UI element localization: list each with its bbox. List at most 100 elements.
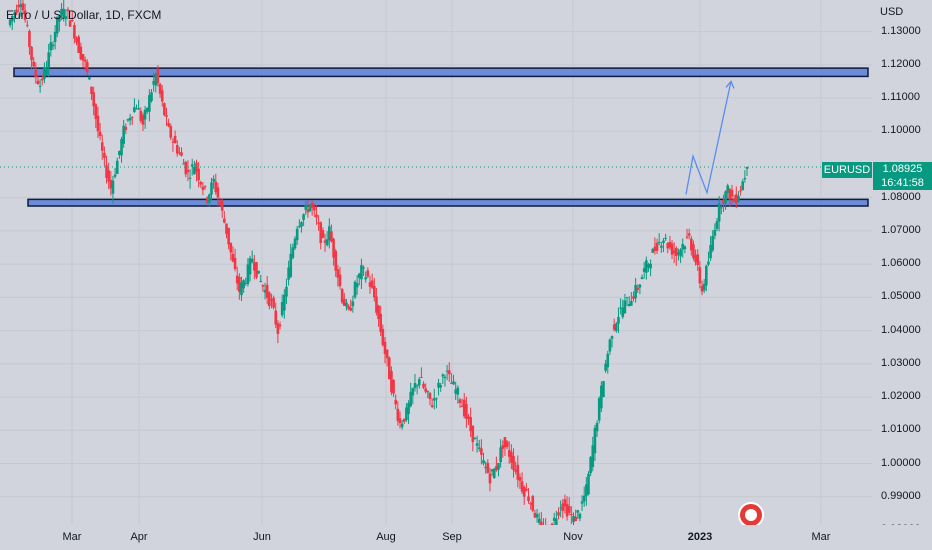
candle-body xyxy=(70,19,74,21)
candle-body xyxy=(450,382,453,384)
candle-body xyxy=(642,268,646,272)
candle-body xyxy=(640,277,644,280)
candle-body xyxy=(287,267,290,280)
candle-body xyxy=(276,323,280,334)
candle-body xyxy=(302,214,305,220)
candle-body xyxy=(503,437,507,448)
candle-body xyxy=(604,363,607,371)
candle-body xyxy=(634,284,637,299)
candle-body xyxy=(66,9,70,12)
candle-body xyxy=(23,10,27,20)
candle-body xyxy=(347,306,350,310)
candle-body xyxy=(572,515,575,523)
candle-body xyxy=(113,174,117,177)
candle-body xyxy=(422,383,425,388)
candle-body xyxy=(428,392,432,400)
candle-body xyxy=(225,223,228,234)
candle-body xyxy=(135,108,138,110)
time-scale[interactable]: Mar Apr Jun Aug Sep Nov 2023 Mar xyxy=(0,525,872,550)
candle-body xyxy=(666,243,670,249)
candle-body xyxy=(107,170,110,182)
candle-body xyxy=(175,145,179,154)
candlestick-chart[interactable] xyxy=(0,0,872,525)
candle-body xyxy=(668,242,672,248)
candle-body xyxy=(53,31,57,42)
candle-body xyxy=(595,422,599,432)
candle-body xyxy=(100,142,104,151)
candle-body xyxy=(212,178,215,182)
candle-body xyxy=(13,12,16,15)
candle-body xyxy=(231,254,235,262)
candle-body xyxy=(456,387,460,395)
candle-body xyxy=(432,398,436,401)
candle-body xyxy=(349,307,353,311)
candle-body xyxy=(574,516,577,522)
candle-body xyxy=(319,222,323,244)
candle-body xyxy=(411,388,415,396)
candle-body xyxy=(321,230,325,238)
price-tick-label: 1.02000 xyxy=(881,390,921,403)
candle-body xyxy=(298,226,301,228)
candle-body xyxy=(280,302,284,316)
candle-body xyxy=(713,229,717,236)
candle-body xyxy=(15,9,18,13)
candle-body xyxy=(259,281,263,283)
price-scale[interactable]: USD 1.13000 1.12000 1.11000 1.10000 1.08000 1… xyxy=(872,0,932,535)
candle-body xyxy=(570,513,573,515)
candle-body xyxy=(709,244,712,259)
candle-body xyxy=(383,341,387,354)
candle-body xyxy=(687,233,691,236)
candle-body xyxy=(229,242,233,253)
candle-body xyxy=(645,260,648,273)
candle-body xyxy=(405,407,408,421)
candle-body xyxy=(728,189,732,200)
candle-body xyxy=(238,276,241,292)
candle-body xyxy=(268,292,271,307)
candle-body xyxy=(28,30,31,48)
candle-body xyxy=(285,286,288,297)
price-tick-label: 1.01000 xyxy=(881,423,921,436)
candle-body xyxy=(141,114,145,125)
candle-body xyxy=(197,168,200,181)
candle-body xyxy=(62,8,65,19)
chart-pane[interactable]: Euro / U.S. Dollar, 1D, FXCM xyxy=(0,0,872,525)
candle-body xyxy=(490,469,494,472)
candle-body xyxy=(30,46,33,61)
candle-body xyxy=(201,186,205,190)
candle-body xyxy=(295,228,299,241)
candle-body xyxy=(190,164,194,167)
candle-body xyxy=(702,283,706,291)
price-tick-label: 1.11000 xyxy=(881,91,920,104)
candle-body xyxy=(178,152,181,154)
candle-body xyxy=(698,267,702,284)
candle-body xyxy=(60,8,63,16)
candle-body xyxy=(10,15,14,22)
candle-body xyxy=(417,379,421,386)
candle-body xyxy=(452,381,455,385)
candle-body xyxy=(660,245,663,248)
candle-body xyxy=(724,191,727,204)
candle-body xyxy=(407,402,410,415)
candle-body xyxy=(675,247,678,256)
candle-body xyxy=(636,287,640,290)
candle-body xyxy=(120,139,123,156)
candle-body xyxy=(492,468,496,479)
candle-body xyxy=(148,95,151,112)
candle-body xyxy=(58,15,61,22)
candle-body xyxy=(210,182,213,195)
candle-body xyxy=(115,160,119,175)
candle-body xyxy=(79,46,83,60)
us-flag-icon[interactable] xyxy=(738,502,764,525)
scale-corner[interactable] xyxy=(872,525,932,550)
candle-body xyxy=(19,4,23,8)
candle-body xyxy=(300,222,303,227)
candle-body xyxy=(270,299,273,301)
symbol-title[interactable]: Euro / U.S. Dollar, 1D, FXCM xyxy=(6,8,162,22)
candle-body xyxy=(368,282,372,287)
candle-body xyxy=(458,399,462,403)
candle-body xyxy=(732,198,736,202)
candle-body xyxy=(420,376,423,378)
candle-body xyxy=(529,503,532,505)
candle-body xyxy=(366,270,370,277)
candle-body xyxy=(690,238,693,251)
